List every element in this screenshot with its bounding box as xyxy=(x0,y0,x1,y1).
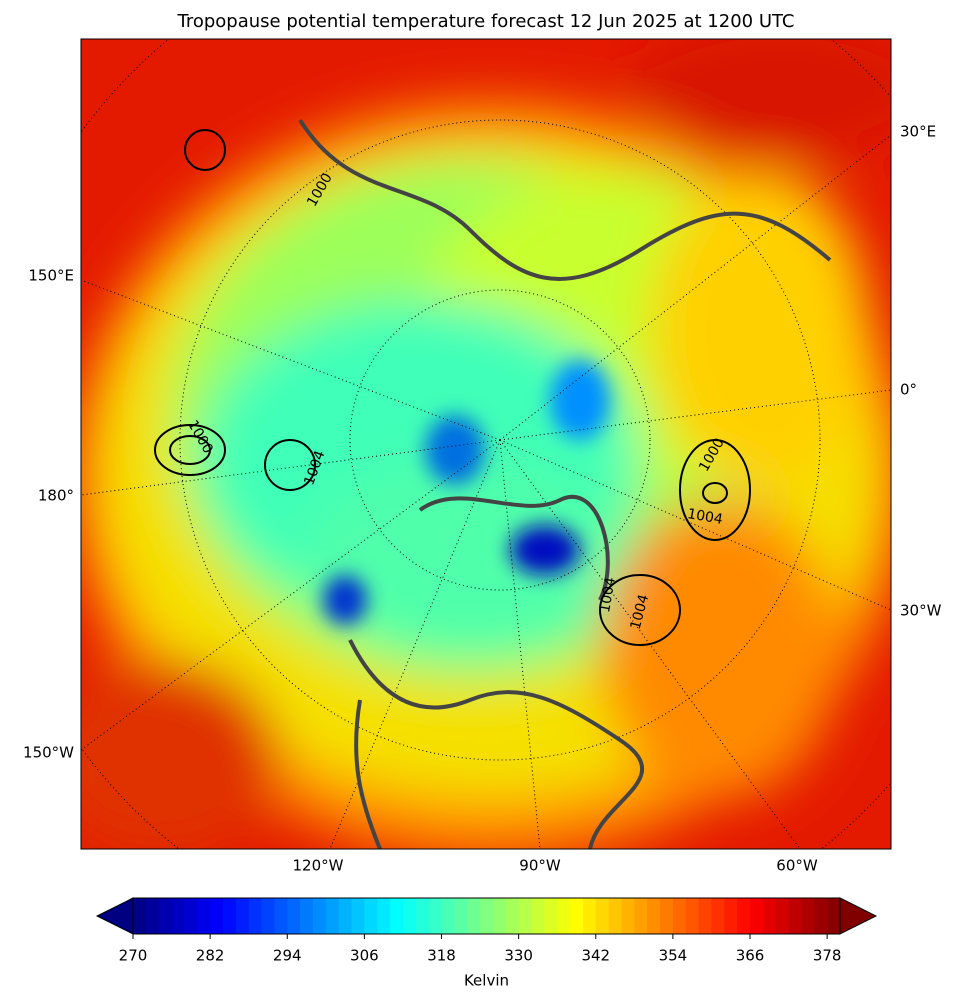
colorbar-bin xyxy=(647,898,661,934)
colorbar-bin xyxy=(672,898,687,934)
colorbar-bin xyxy=(441,898,455,934)
colorbar-bin xyxy=(788,898,802,934)
colorbar-bin xyxy=(660,898,674,934)
colorbar-bin xyxy=(338,898,353,934)
colorbar-bin xyxy=(467,898,481,934)
contour-label: 1004 xyxy=(597,576,619,614)
colorbar-bin xyxy=(557,898,571,934)
colorbar-tick-label: 306 xyxy=(350,947,379,965)
colorbar-tick-label: 270 xyxy=(119,947,148,965)
colorbar-bin xyxy=(184,898,198,934)
colorbar-bin xyxy=(133,898,147,934)
colorbar-tick-label: 342 xyxy=(581,947,610,965)
colorbar-bin xyxy=(377,898,391,934)
colorbar-bin xyxy=(415,898,430,934)
colorbar-bin xyxy=(750,898,764,934)
colorbar-bin xyxy=(621,898,635,934)
colorbar-bin xyxy=(454,898,468,934)
colorbar-bin xyxy=(261,898,275,934)
colorbar-bin xyxy=(582,898,597,934)
colorbar-bin xyxy=(274,898,288,934)
colorbar-bin xyxy=(685,898,700,934)
colorbar-bin xyxy=(158,898,173,934)
colorbar-bin xyxy=(235,898,250,934)
colorbar-bin xyxy=(724,898,738,934)
colorbar-bin xyxy=(145,898,160,934)
colorbar-bin xyxy=(351,898,365,934)
colorbar-bin xyxy=(300,898,314,934)
colorbar-bin xyxy=(531,898,545,934)
colorbar-bin xyxy=(608,898,622,934)
colorbar-tick-label: 354 xyxy=(659,947,688,965)
colorbar-frame xyxy=(132,897,841,935)
colorbar-tick-label: 330 xyxy=(504,947,533,965)
map-field xyxy=(81,39,891,849)
colorbar-bin xyxy=(287,898,301,934)
colorbar-bin xyxy=(222,898,237,934)
colorbar-bin xyxy=(492,898,507,934)
colorbar-bin xyxy=(364,898,378,934)
longitude-label: 60°W xyxy=(776,857,818,875)
contour-label: 1004 xyxy=(686,506,724,528)
colorbar-bin xyxy=(711,898,725,934)
colorbar-bin xyxy=(775,898,790,934)
longitude-label: 0° xyxy=(900,381,917,399)
longitude-label: 180° xyxy=(38,487,74,505)
colorbar-bin xyxy=(210,898,224,934)
colorbar-bin xyxy=(634,898,648,934)
longitude-label: 30°E xyxy=(900,123,936,141)
colorbar-bin xyxy=(390,898,404,934)
colorbar-bin xyxy=(827,898,841,934)
colorbar-bin xyxy=(197,898,211,934)
chart-title: Tropopause potential temperature forecas… xyxy=(176,11,794,32)
colorbar-bin xyxy=(570,898,584,934)
longitude-label: 30°W xyxy=(900,602,942,620)
longitude-label: 120°W xyxy=(293,857,344,875)
colorbar-bin xyxy=(762,898,777,934)
colorbar-bin xyxy=(505,898,520,934)
colorbar-bin xyxy=(737,898,751,934)
colorbar-tick-label: 294 xyxy=(273,947,302,965)
colorbar-bin xyxy=(480,898,494,934)
colorbar-tick-label: 366 xyxy=(736,947,765,965)
colorbar-label: Kelvin xyxy=(464,972,509,990)
colorbar-bin xyxy=(518,898,532,934)
longitude-label: 150°W xyxy=(23,744,74,762)
colorbar-bin xyxy=(428,898,443,934)
longitude-label: 90°W xyxy=(519,857,561,875)
colorbar-tick-label: 378 xyxy=(813,947,842,965)
map-frame xyxy=(80,38,892,850)
colorbar-extend xyxy=(95,897,134,935)
colorbar-bin xyxy=(595,898,610,934)
colorbar-bin xyxy=(171,898,185,934)
colorbar-bin xyxy=(325,898,340,934)
colorbar-bin xyxy=(402,898,417,934)
colorbar-extend xyxy=(839,897,878,935)
colorbar-bin xyxy=(312,898,327,934)
colorbar-bin xyxy=(248,898,263,934)
colorbar-tick-label: 318 xyxy=(427,947,456,965)
colorbar-tick-label: 282 xyxy=(196,947,225,965)
colorbar-bin xyxy=(801,898,815,934)
colorbar-bin xyxy=(544,898,558,934)
longitude-label: 150°E xyxy=(28,267,74,285)
colorbar-bin xyxy=(698,898,712,934)
colorbar-bin xyxy=(814,898,828,934)
